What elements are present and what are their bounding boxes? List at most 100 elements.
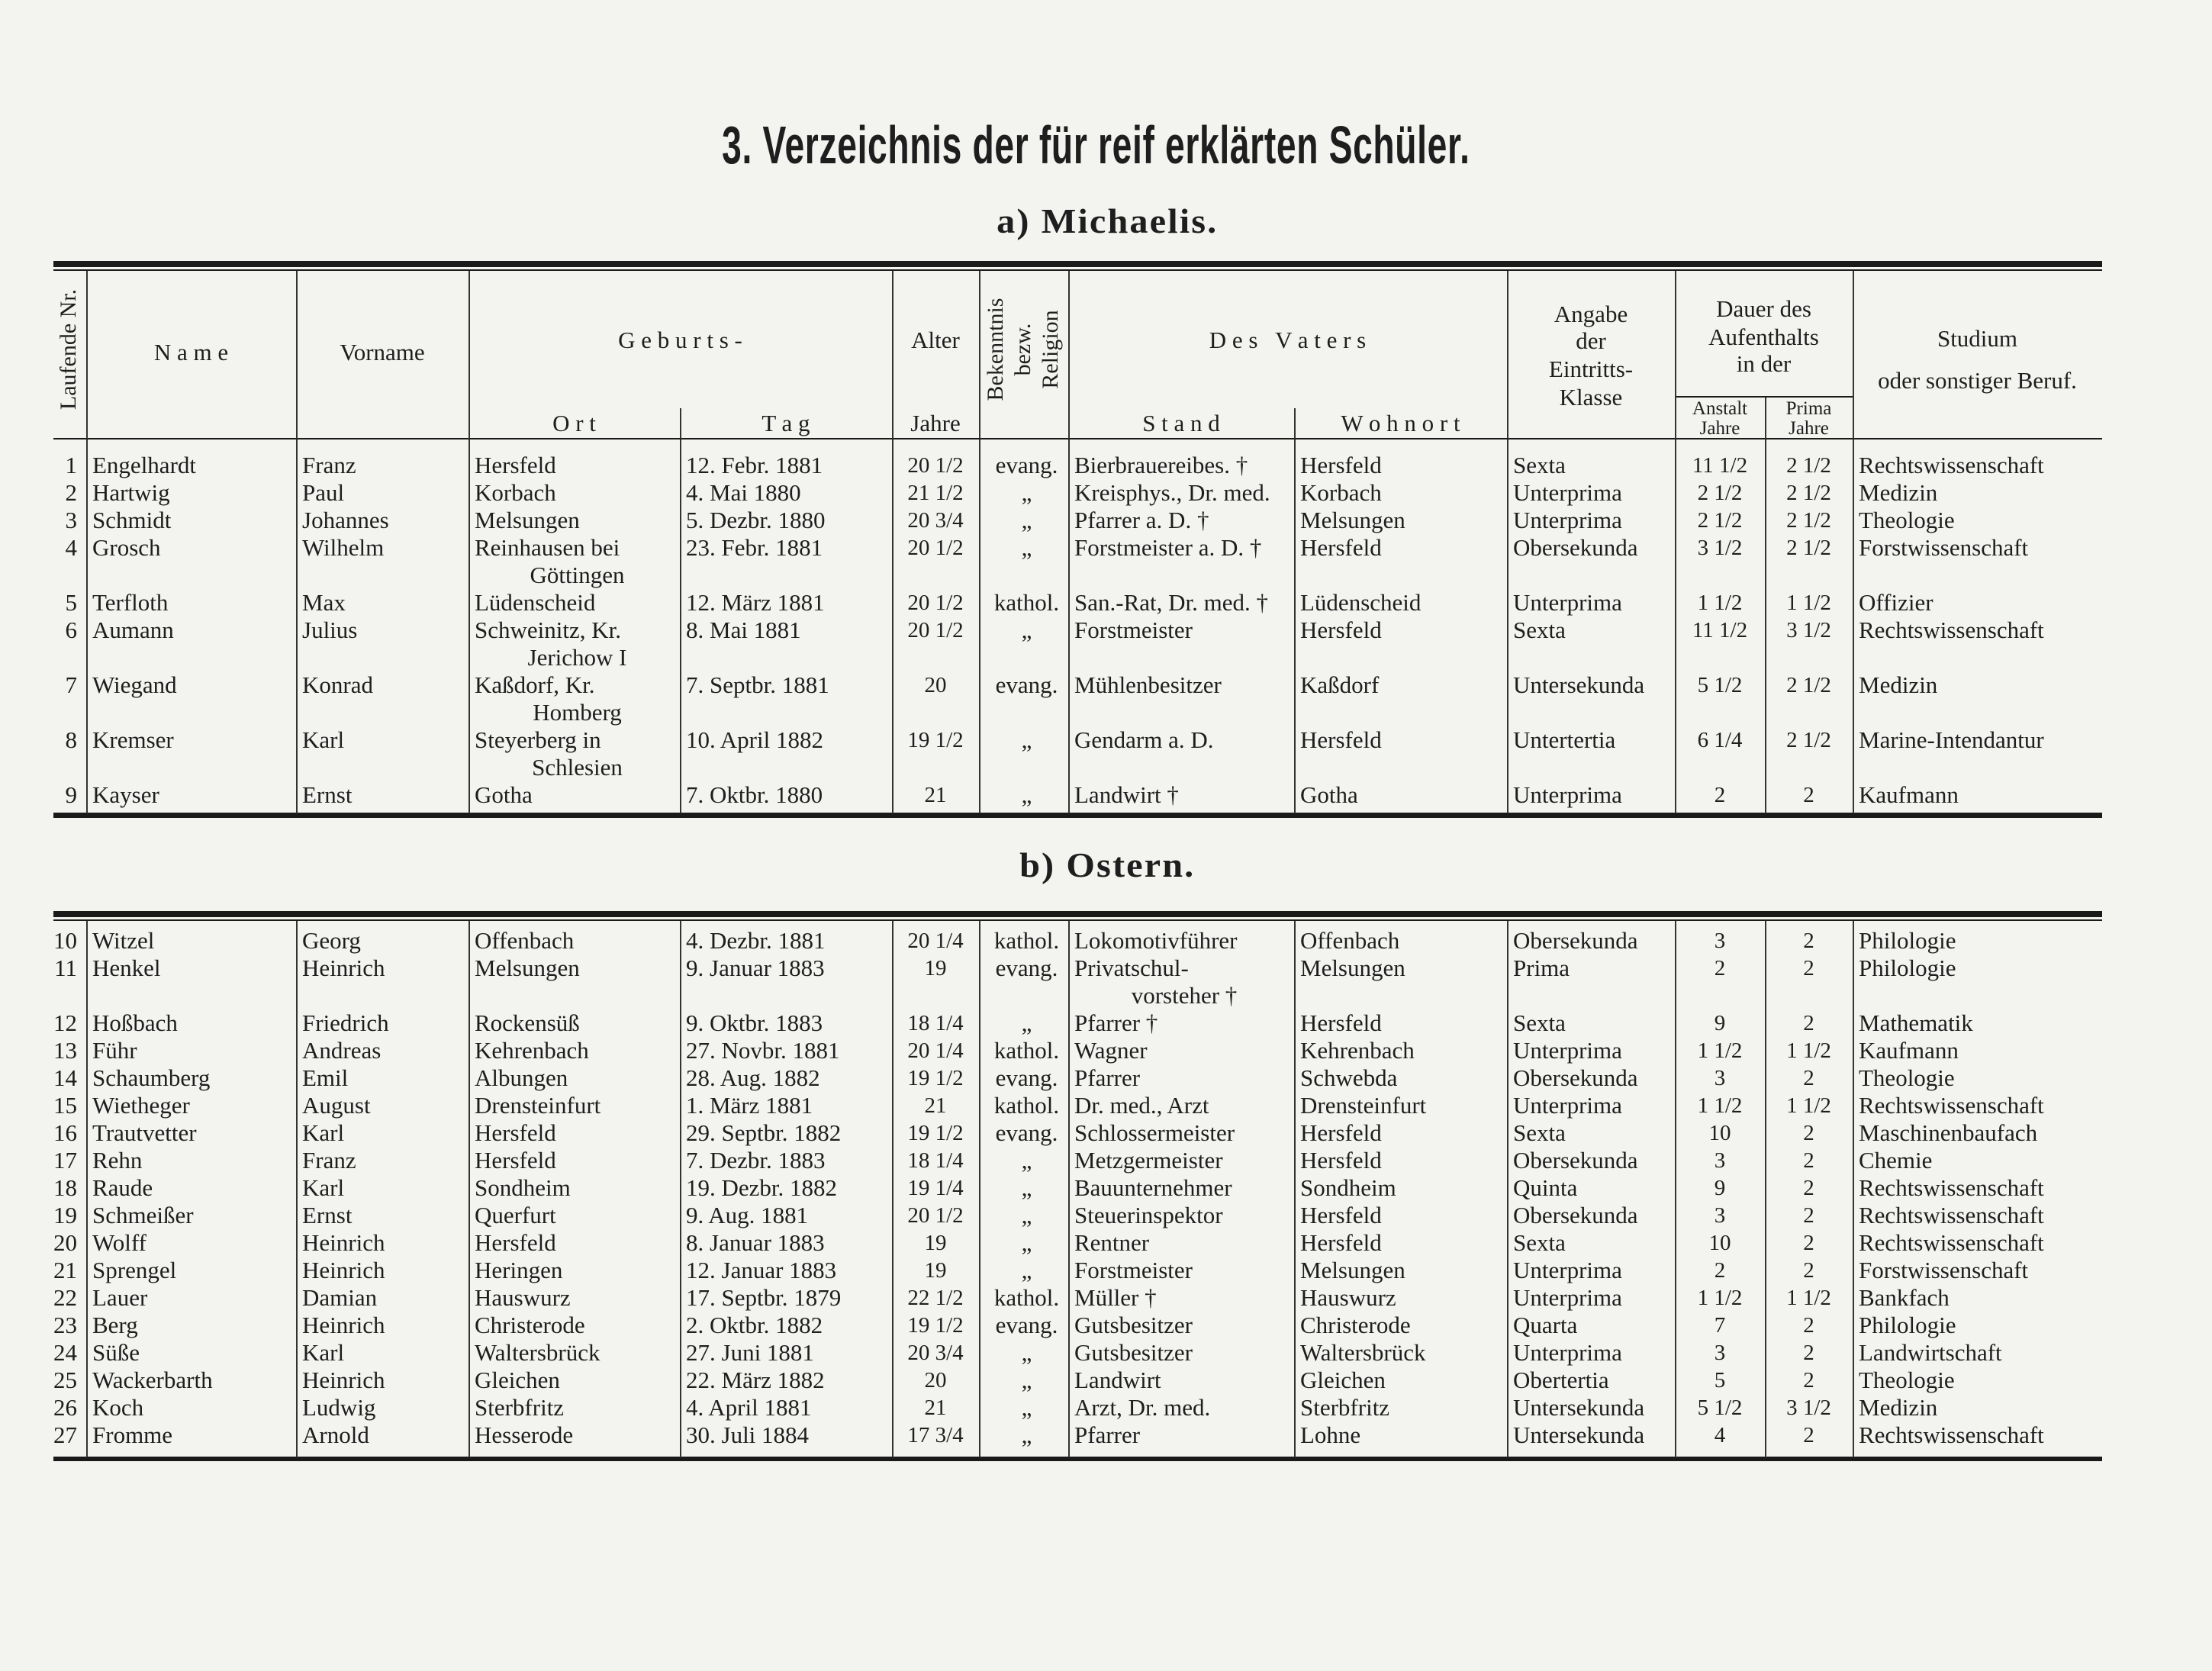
cell-alter: 19 1/2 bbox=[907, 728, 964, 752]
cell-wohnort: Drensteinfurt bbox=[1300, 1092, 1427, 1119]
cell-klasse: Obersekunda bbox=[1513, 1147, 1638, 1174]
cell-wohnort: Melsungen bbox=[1300, 1257, 1405, 1283]
cell-klasse: Unterprima bbox=[1513, 1284, 1622, 1311]
cell-wohnort: Hauswurz bbox=[1300, 1284, 1396, 1311]
cell-alter: 17 3/4 bbox=[907, 1423, 964, 1447]
cell-name: Wackerbarth bbox=[92, 1367, 213, 1393]
cell-prima: 2 1/2 bbox=[1786, 481, 1831, 505]
cell-prima: 2 bbox=[1803, 783, 1814, 807]
cell-vorname: Konrad bbox=[302, 671, 373, 698]
header-religion-3: Religion bbox=[1038, 310, 1063, 389]
cell-klasse: Unterprima bbox=[1513, 1092, 1622, 1119]
cell-anstalt: 2 1/2 bbox=[1697, 508, 1743, 533]
cell-ort: Melsungen bbox=[475, 507, 580, 533]
cell-wohnort: Kaßdorf bbox=[1300, 671, 1380, 698]
cell-tag: 4. April 1881 bbox=[686, 1394, 812, 1421]
cell-nr: 21 bbox=[53, 1257, 77, 1283]
column-rule bbox=[86, 921, 88, 1457]
cell-alter: 21 bbox=[924, 1093, 947, 1118]
cell-ort: Schweinitz, Kr. bbox=[475, 617, 621, 643]
cell-anstalt: 7 bbox=[1714, 1313, 1726, 1338]
cell-ort: Albungen bbox=[475, 1064, 568, 1091]
cell-alter: 19 1/4 bbox=[907, 1176, 964, 1200]
cell-tag: 1. März 1881 bbox=[686, 1092, 813, 1119]
cell-klasse: Sexta bbox=[1513, 1229, 1566, 1256]
cell-stand: Steuerinspektor bbox=[1074, 1202, 1223, 1228]
cell-prima: 2 bbox=[1803, 1231, 1814, 1255]
cell-name: Kayser bbox=[92, 781, 159, 808]
cell-ort: Lüdenscheid bbox=[475, 589, 596, 616]
cell-studium: Theologie bbox=[1859, 1367, 1955, 1393]
cell-klasse: Untersekunda bbox=[1513, 1421, 1645, 1448]
cell-ort: Hersfeld bbox=[475, 1119, 556, 1146]
cell-tag: 9. Januar 1883 bbox=[686, 955, 825, 981]
cell-anstalt: 3 bbox=[1714, 1148, 1726, 1173]
header-ort: O r t bbox=[552, 410, 596, 436]
cell-religion: kathol. bbox=[993, 927, 1060, 954]
cell-ort-cont: Schlesien bbox=[532, 754, 623, 781]
cell-name: Aumann bbox=[92, 617, 174, 643]
header-dauer-1: Dauer des bbox=[1716, 295, 1811, 322]
cell-anstalt: 9 bbox=[1714, 1011, 1726, 1035]
cell-name: Hartwig bbox=[92, 479, 170, 506]
cell-wohnort: Melsungen bbox=[1300, 955, 1405, 981]
cell-prima: 1 1/2 bbox=[1786, 1286, 1831, 1310]
header-studium: Studium bbox=[1937, 325, 2018, 352]
cell-religion: „ bbox=[1021, 617, 1032, 643]
header-klasse-1: Angabe bbox=[1554, 301, 1628, 327]
cell-vorname: Johannes bbox=[302, 507, 389, 533]
cell-tag: 9. Aug. 1881 bbox=[686, 1202, 809, 1228]
cell-vorname: Karl bbox=[302, 726, 345, 753]
column-rule bbox=[979, 271, 980, 439]
cell-ort: Kehrenbach bbox=[475, 1037, 589, 1064]
cell-vorname: Friedrich bbox=[302, 1009, 389, 1036]
column-rule bbox=[1765, 921, 1766, 1457]
section-heading-ostern: b) Ostern. bbox=[1019, 845, 1196, 884]
cell-alter: 21 1/2 bbox=[907, 481, 964, 505]
cell-studium: Forstwissenschaft bbox=[1859, 534, 2029, 561]
column-rule bbox=[296, 439, 298, 813]
column-rule bbox=[1507, 271, 1508, 439]
cell-religion: „ bbox=[1021, 1421, 1032, 1448]
cell-studium: Theologie bbox=[1859, 507, 1955, 533]
cell-studium: Rechtswissenschaft bbox=[1859, 617, 2044, 643]
cell-religion: „ bbox=[1021, 726, 1032, 753]
cell-ort-cont: Jerichow I bbox=[527, 644, 627, 671]
cell-tag: 27. Novbr. 1881 bbox=[686, 1037, 840, 1064]
cell-anstalt: 1 1/2 bbox=[1697, 1038, 1743, 1063]
cell-prima: 2 1/2 bbox=[1786, 453, 1831, 478]
column-rule bbox=[1507, 921, 1508, 1457]
cell-anstalt: 5 bbox=[1714, 1368, 1726, 1392]
cell-klasse: Sexta bbox=[1513, 452, 1566, 478]
cell-tag: 12. Febr. 1881 bbox=[686, 452, 823, 478]
cell-anstalt: 1 1/2 bbox=[1697, 591, 1743, 615]
cell-tag: 17. Septbr. 1879 bbox=[686, 1284, 842, 1311]
header-dauer-2: Aufenthalts bbox=[1708, 324, 1819, 350]
cell-wohnort: Sterbfritz bbox=[1300, 1394, 1390, 1421]
cell-alter: 20 1/2 bbox=[907, 536, 964, 560]
cell-alter: 19 1/2 bbox=[907, 1066, 964, 1090]
cell-religion: kathol. bbox=[993, 1092, 1060, 1119]
cell-vorname: Heinrich bbox=[302, 955, 385, 981]
column-rule bbox=[1675, 439, 1676, 813]
header-prima-jahre: Jahre bbox=[1789, 418, 1829, 439]
cell-prima: 2 1/2 bbox=[1786, 728, 1831, 752]
cell-tag: 9. Oktbr. 1883 bbox=[686, 1009, 823, 1036]
cell-studium: Rechtswissenschaft bbox=[1859, 1174, 2044, 1201]
cell-alter: 20 1/4 bbox=[907, 929, 964, 953]
column-rule bbox=[892, 439, 893, 813]
cell-prima: 2 bbox=[1803, 1368, 1814, 1392]
cell-prima: 3 1/2 bbox=[1786, 1396, 1831, 1420]
cell-studium: Medizin bbox=[1859, 671, 1938, 698]
cell-tag: 30. Juli 1884 bbox=[686, 1421, 810, 1448]
cell-anstalt: 2 bbox=[1714, 783, 1726, 807]
cell-name: Süße bbox=[92, 1339, 140, 1366]
cell-religion: „ bbox=[1021, 1174, 1032, 1201]
cell-tag: 2. Oktbr. 1882 bbox=[686, 1312, 823, 1338]
cell-klasse: Unterprima bbox=[1513, 1257, 1622, 1283]
cell-nr: 27 bbox=[53, 1421, 77, 1448]
column-rule bbox=[1853, 439, 1854, 813]
header-anstalt-jahre: Jahre bbox=[1699, 418, 1740, 439]
cell-klasse: Unterprima bbox=[1513, 781, 1622, 808]
cell-alter: 20 1/2 bbox=[907, 1203, 964, 1228]
